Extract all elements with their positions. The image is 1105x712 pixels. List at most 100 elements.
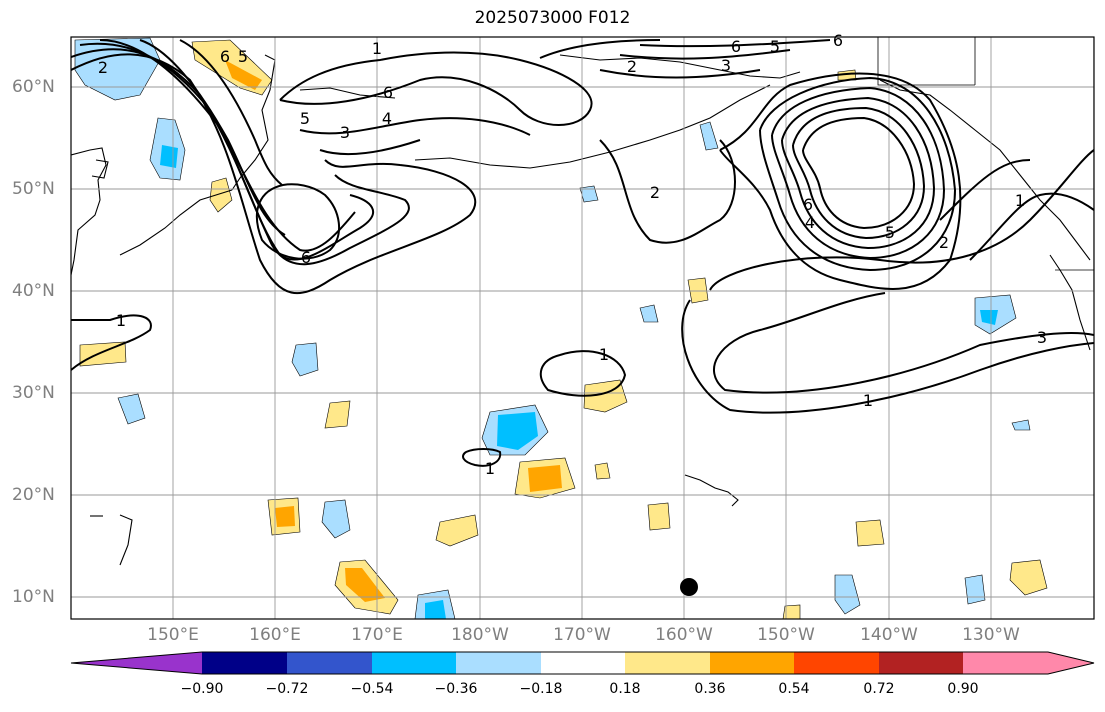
negative-anomaly-area xyxy=(639,304,659,323)
positive-anomaly-area xyxy=(345,568,385,602)
lon-label: 150°E xyxy=(147,625,199,645)
negative-anomaly-area xyxy=(160,145,178,168)
contour-label: 5 xyxy=(885,223,895,242)
contour-label: 6 xyxy=(833,31,843,50)
contour-label: 5 xyxy=(238,47,248,66)
negative-anomaly-area xyxy=(291,342,319,377)
positive-anomaly-area xyxy=(275,506,295,527)
lon-label: 170°E xyxy=(351,625,403,645)
positive-anomaly-area xyxy=(225,60,262,90)
negative-anomaly-area xyxy=(425,600,446,619)
contour-label: 3 xyxy=(1037,328,1047,347)
colorbar-extend-high xyxy=(1048,652,1094,674)
colorbar-tick-label: −0.72 xyxy=(265,681,309,697)
contour-lines xyxy=(71,39,1094,467)
positive-anomaly-area xyxy=(528,465,562,492)
positive-anomaly-area xyxy=(324,400,351,429)
contour-label: 5 xyxy=(770,37,780,56)
colorbar-tick-label: 0.36 xyxy=(694,681,726,697)
colorbar-segment xyxy=(794,652,879,674)
contour-label: 2 xyxy=(98,58,108,77)
positive-anomaly-area xyxy=(594,462,611,480)
negative-anomaly-area xyxy=(980,310,998,325)
negative-anomaly-area xyxy=(699,121,719,151)
colorbar-tick-label: 0.72 xyxy=(863,681,895,697)
contour-label: 4 xyxy=(382,109,392,128)
lat-label: 30°N xyxy=(12,383,55,403)
lat-label: 60°N xyxy=(12,77,55,97)
positive-anomaly-area xyxy=(855,519,885,547)
contour-labels: 1 6 5 2 6 4 3 5 6 2 6 5 6 3 2 6 4 5 2 1 … xyxy=(98,31,1047,478)
colorbar-segment xyxy=(372,652,456,674)
colorbar-segment xyxy=(287,652,372,674)
colorbar-segment xyxy=(202,652,287,674)
positive-anomaly-area xyxy=(647,502,671,531)
colorbar-tick-label: −0.90 xyxy=(180,681,224,697)
coastlines xyxy=(71,37,1094,566)
contour-label: 1 xyxy=(485,459,495,478)
colorbar-segment xyxy=(963,652,1048,674)
contour-label: 6 xyxy=(301,248,311,267)
negative-anomaly-area xyxy=(74,37,161,101)
lat-label: 10°N xyxy=(12,587,55,607)
gridlines xyxy=(71,37,1094,619)
negative-anomaly-area xyxy=(117,393,146,425)
map-title: 2025073000 F012 xyxy=(474,8,631,28)
negative-anomaly-area xyxy=(834,574,861,615)
contour-label: 2 xyxy=(627,57,637,76)
contour-label: 4 xyxy=(805,213,815,232)
lat-label: 20°N xyxy=(12,485,55,505)
colorbar-segment xyxy=(625,652,710,674)
negative-anomaly-area xyxy=(579,185,599,203)
colorbar-extend-low xyxy=(71,652,202,674)
lat-label: 40°N xyxy=(12,281,55,301)
colorbar-tick-label: 0.90 xyxy=(947,681,979,697)
contour-label: 3 xyxy=(340,123,350,142)
negative-anomaly-area xyxy=(1011,419,1031,431)
positive-anomaly-area xyxy=(1009,559,1048,596)
contour-label: 5 xyxy=(300,109,310,128)
location-marker xyxy=(680,578,698,596)
contour-label: 6 xyxy=(731,37,741,56)
contour-label: 2 xyxy=(650,183,660,202)
lon-label: 130°W xyxy=(962,625,1020,645)
positive-anomaly-area xyxy=(435,514,479,547)
contour-label: 1 xyxy=(1015,191,1025,210)
colorbar-tick-label: −0.18 xyxy=(519,681,563,697)
colorbar-segment xyxy=(456,652,541,674)
contour-label: 1 xyxy=(863,391,873,410)
positive-anomaly-area xyxy=(209,177,233,213)
contour-label: 6 xyxy=(220,47,230,66)
positive-anomaly-area xyxy=(687,277,709,304)
negative-anomaly-area xyxy=(321,499,351,539)
colorbar-segment xyxy=(879,652,963,674)
shaded-field xyxy=(74,37,1048,619)
map-frame xyxy=(70,36,1095,620)
contour-label: 2 xyxy=(939,233,949,252)
lon-label: 160°E xyxy=(249,625,301,645)
colorbar-segment xyxy=(541,652,625,674)
borders xyxy=(877,37,1094,271)
colorbar xyxy=(70,651,1095,675)
contour-label: 6 xyxy=(803,195,813,214)
colorbar-tick-label: 0.54 xyxy=(778,681,810,697)
lon-label: 150°W xyxy=(757,625,815,645)
negative-anomaly-area xyxy=(964,574,986,605)
lat-label: 50°N xyxy=(12,179,55,199)
colorbar-segment xyxy=(710,652,794,674)
lon-label: 140°W xyxy=(860,625,918,645)
lon-label: 180°W xyxy=(451,625,509,645)
contour-label: 1 xyxy=(372,39,382,58)
contour-label: 1 xyxy=(116,311,126,330)
colorbar-outline xyxy=(70,651,1095,675)
lon-label: 170°W xyxy=(553,625,611,645)
contour-label: 3 xyxy=(721,56,731,75)
colorbar-tick-label: 0.18 xyxy=(609,681,641,697)
negative-anomaly-area xyxy=(497,412,538,450)
lon-label: 160°W xyxy=(655,625,713,645)
contour-label: 6 xyxy=(383,83,393,102)
contour-label: 1 xyxy=(599,345,609,364)
colorbar-tick-label: −0.54 xyxy=(350,681,394,697)
positive-anomaly-area xyxy=(782,604,801,619)
